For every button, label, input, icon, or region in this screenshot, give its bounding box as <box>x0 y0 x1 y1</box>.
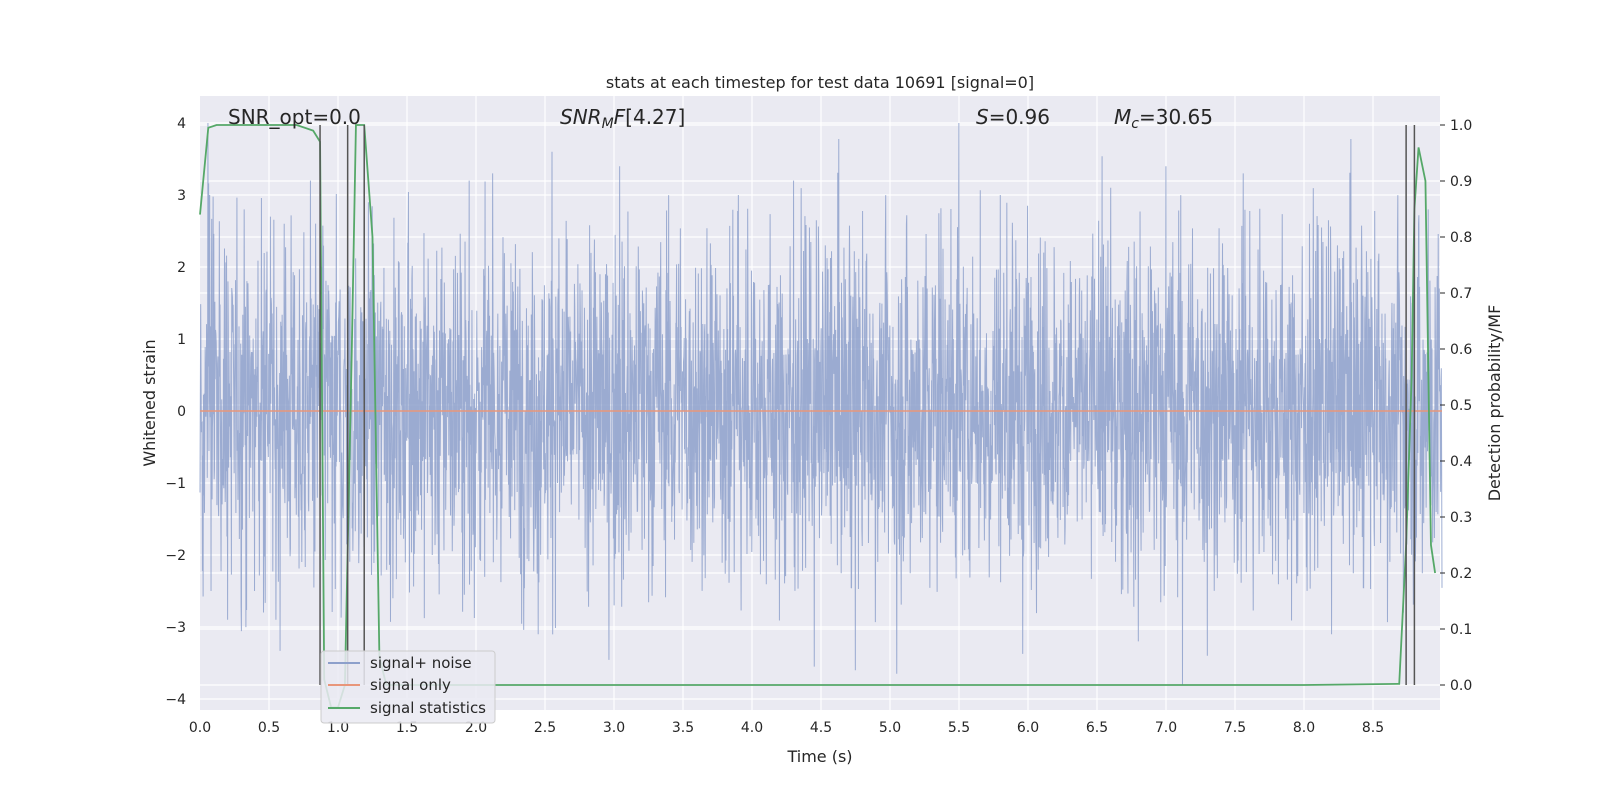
y-tick-label: −2 <box>165 548 186 564</box>
y-right-tick-label: 0.3 <box>1450 510 1472 526</box>
y-axis-ticks: 4 3 2 1 0 −1 −2 −3 −4 <box>165 116 186 708</box>
x-axis-ticks: 0.0 0.5 1.0 1.5 2.0 2.5 3.0 3.5 4.0 4.5 5.0 5.5 6.0 6… <box>189 720 1384 736</box>
x-tick-label: 1.5 <box>396 720 418 736</box>
x-tick-label: 0.5 <box>258 720 280 736</box>
chart-title: stats at each timestep for test data 106… <box>606 73 1034 92</box>
series-signal-plus-noise <box>199 122 1443 685</box>
annotation-snr-opt: SNR_opt=0.0 <box>228 105 361 129</box>
annotation-snr-mf: SNRMF[4.27] <box>560 105 685 132</box>
y-right-tick-label: 0.6 <box>1450 342 1472 358</box>
annotation-mc: Mc=30.65 <box>1114 105 1213 132</box>
y-right-tick-label: 0.5 <box>1450 398 1472 414</box>
x-tick-label: 5.0 <box>879 720 901 736</box>
y-right-tick-label: 0.4 <box>1450 454 1472 470</box>
y-tick-label: 2 <box>177 260 186 276</box>
marker-lines <box>319 125 1416 685</box>
y-tick-label: −4 <box>165 692 186 708</box>
y-axis-label: Whitened strain <box>140 339 159 466</box>
y-tick-label: −3 <box>165 620 186 636</box>
signal-plus-noise-line <box>199 122 1443 685</box>
y-tick-label: 4 <box>177 116 186 132</box>
y-tick-label: 3 <box>177 188 186 204</box>
x-tick-label: 6.5 <box>1086 720 1108 736</box>
x-tick-label: 5.5 <box>948 720 970 736</box>
x-tick-label: 6.0 <box>1017 720 1039 736</box>
x-tick-label: 8.5 <box>1362 720 1384 736</box>
legend: signal+ noise signal only signal statist… <box>320 650 496 724</box>
legend-label-signal-statistics: signal statistics <box>370 699 486 717</box>
y-right-axis-ticks: 1.0 0.9 0.8 0.7 0.6 0.5 0.4 0.3 0.2 0.1 0.0 <box>1440 118 1472 694</box>
x-tick-label: 2.5 <box>534 720 556 736</box>
y-right-tick-label: 0.0 <box>1450 678 1472 694</box>
annotation-s-value: =0.96 <box>989 105 1050 129</box>
y-right-tick-label: 0.2 <box>1450 566 1472 582</box>
legend-label-signal-plus-noise: signal+ noise <box>370 654 472 672</box>
y-right-tick-label: 1.0 <box>1450 118 1472 134</box>
x-tick-label: 7.0 <box>1155 720 1177 736</box>
x-tick-label: 1.0 <box>327 720 349 736</box>
x-tick-label: 0.0 <box>189 720 211 736</box>
y-right-tick-label: 0.8 <box>1450 230 1472 246</box>
y-right-axis-label: Detection probability/MF <box>1485 305 1504 502</box>
y-tick-label: 0 <box>177 404 186 420</box>
x-tick-label: 4.5 <box>810 720 832 736</box>
x-axis-label: Time (s) <box>786 747 852 766</box>
x-tick-label: 3.5 <box>672 720 694 736</box>
legend-label-signal-only: signal only <box>370 676 451 694</box>
y-tick-label: 1 <box>177 332 186 348</box>
annotation-mc-value: =30.65 <box>1139 105 1213 129</box>
y-tick-label: −1 <box>165 476 186 492</box>
legend-box <box>320 650 496 724</box>
annotation-s: S=0.96 <box>976 105 1050 129</box>
signal-statistics-line <box>199 124 1436 709</box>
x-tick-label: 7.5 <box>1224 720 1246 736</box>
y-right-tick-label: 0.7 <box>1450 286 1472 302</box>
y-right-tick-label: 0.9 <box>1450 174 1472 190</box>
series-signal-statistics <box>199 124 1436 709</box>
x-tick-label: 3.0 <box>603 720 625 736</box>
x-tick-label: 2.0 <box>465 720 487 736</box>
y-right-tick-label: 0.1 <box>1450 622 1472 638</box>
x-tick-label: 4.0 <box>741 720 763 736</box>
annotation-snr-mf-value: [4.27] <box>625 105 685 129</box>
x-tick-label: 8.0 <box>1293 720 1315 736</box>
